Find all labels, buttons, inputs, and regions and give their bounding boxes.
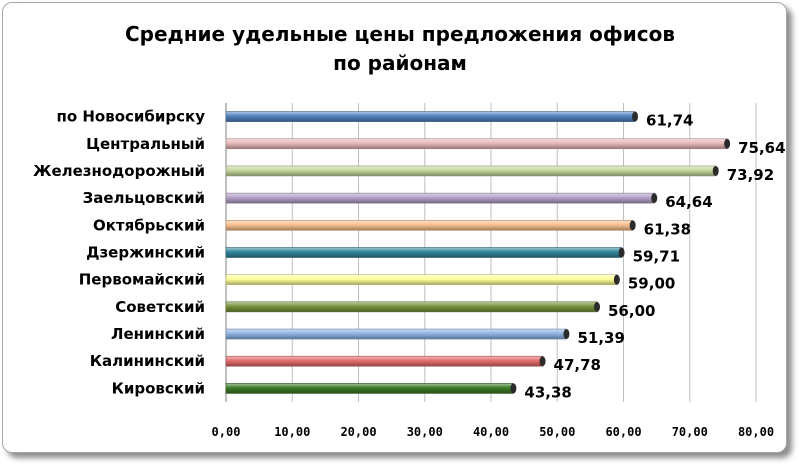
category-label: Кировский: [112, 379, 205, 397]
bar: [225, 301, 598, 313]
bar: [225, 328, 567, 340]
bar-end-cap: [613, 274, 620, 285]
data-label: 47,78: [554, 356, 601, 374]
x-tick-label: 60,00: [605, 425, 641, 439]
category-label: Калининский: [90, 352, 205, 370]
bar-end-cap: [510, 383, 517, 394]
bar-end-cap: [632, 111, 639, 122]
bar: [225, 355, 543, 367]
data-label: 61,74: [646, 112, 693, 130]
category-label: Октябрьский: [93, 216, 205, 234]
bar: [225, 220, 633, 231]
bar: [225, 138, 728, 150]
category-label: Советский: [115, 298, 205, 316]
x-tick-label: 20,00: [340, 425, 376, 439]
bar-end-cap: [563, 329, 570, 340]
bar-end-cap: [539, 356, 546, 367]
bar-end-cap: [712, 165, 719, 176]
x-tick-label: 10,00: [274, 425, 310, 439]
bar: [225, 192, 655, 204]
bar-end-cap: [618, 247, 625, 258]
category-label: Заельцовский: [83, 189, 205, 207]
data-label: 75,64: [738, 139, 785, 157]
data-label: 59,00: [628, 275, 675, 293]
data-label: 56,00: [608, 302, 655, 320]
data-label: 43,38: [524, 383, 571, 401]
category-label: Центральный: [86, 135, 205, 153]
category-label: Первомайский: [79, 271, 205, 289]
category-label: Дзержинский: [86, 244, 205, 262]
data-label: 61,38: [644, 220, 691, 238]
bar-end-cap: [724, 138, 731, 149]
x-tick-label: 70,00: [672, 425, 708, 439]
data-label: 51,39: [577, 329, 624, 347]
x-tick-label: 40,00: [473, 425, 509, 439]
bar: [225, 165, 717, 177]
bar: [225, 383, 514, 394]
x-tick-label: 80,00: [738, 425, 774, 439]
bar: [225, 274, 618, 285]
data-label: 73,92: [727, 166, 774, 184]
bar: [225, 247, 622, 258]
category-label: Ленинский: [111, 325, 205, 343]
x-tick-label: 30,00: [407, 425, 443, 439]
bar-end-cap: [651, 193, 658, 204]
x-tick-label: 50,00: [539, 425, 575, 439]
bar-end-cap: [629, 220, 636, 231]
chart-title: Средние удельные цены предложения офисов…: [125, 22, 675, 75]
bar: [225, 111, 636, 122]
data-label: 64,64: [665, 193, 712, 211]
bar-end-cap: [594, 301, 600, 312]
category-label: Железнодорожный: [33, 162, 205, 180]
x-tick-label: 0,00: [212, 425, 241, 439]
data-label: 59,71: [633, 248, 680, 266]
category-label: по Новосибирску: [56, 108, 205, 126]
